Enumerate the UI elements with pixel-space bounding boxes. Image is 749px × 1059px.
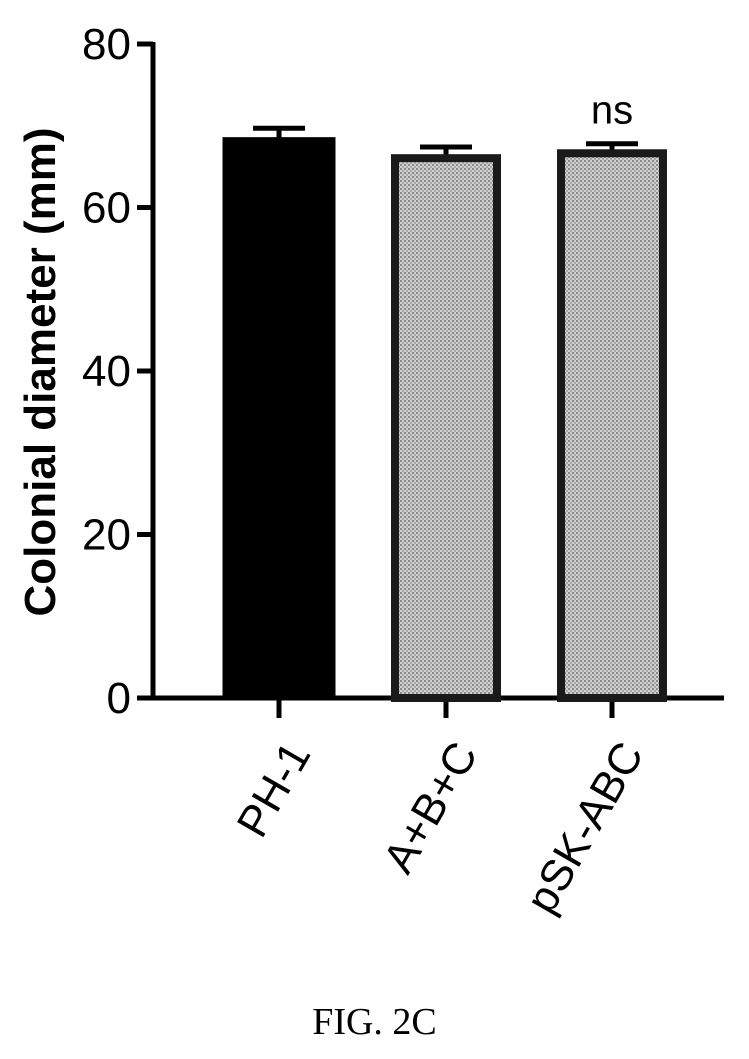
- y-tick-label-4: 80: [82, 20, 131, 69]
- bar-1: [391, 154, 501, 702]
- bar-group-0: [222, 125, 336, 701]
- bar-0: [222, 137, 336, 701]
- y-tick-label-1: 20: [82, 511, 131, 560]
- bar-chart: Colonial diameter (mm) 0 20 40 60 80 PH-1 A+B+…: [16, 20, 724, 922]
- annotation-0: ns: [591, 89, 633, 133]
- bar-group-2: [557, 141, 667, 702]
- x-tick-label-2: pSK-ABC: [517, 734, 654, 922]
- bars: [222, 125, 667, 702]
- x-tick-label-0: PH-1: [228, 734, 321, 845]
- bar-group-1: [391, 144, 501, 702]
- figure-caption: FIG. 2C: [312, 1001, 437, 1043]
- x-tick-label-1: A+B+C: [374, 734, 487, 881]
- y-tick-label-0: 0: [107, 674, 131, 723]
- bar-2: [557, 149, 667, 702]
- y-tick-label-2: 40: [82, 347, 131, 396]
- y-axis-title: Colonial diameter (mm): [16, 128, 65, 617]
- y-tick-label-3: 60: [82, 184, 131, 233]
